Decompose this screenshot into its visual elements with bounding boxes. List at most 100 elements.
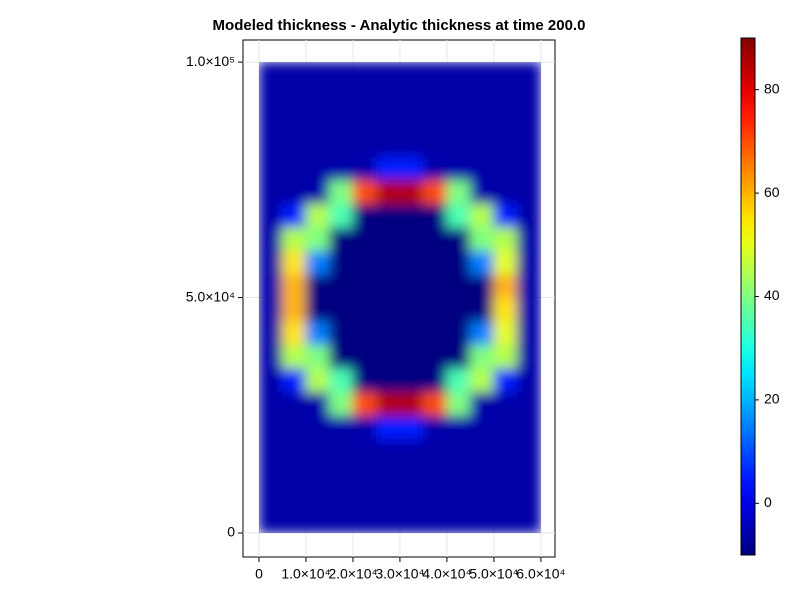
cell (446, 179, 471, 204)
cell (281, 485, 307, 510)
cell (469, 508, 495, 533)
cell (352, 320, 377, 346)
cell (328, 226, 354, 251)
cell (328, 62, 354, 87)
cell (493, 273, 518, 299)
cell (305, 438, 330, 463)
cell (446, 391, 471, 416)
colorbar (740, 37, 756, 556)
cell (399, 297, 424, 322)
cell (493, 62, 518, 87)
cell (446, 414, 471, 440)
cell (375, 132, 401, 157)
cell (258, 62, 283, 87)
cell (469, 226, 495, 251)
cell (516, 320, 541, 346)
x-tick-label: 4.0×10⁴ (422, 566, 471, 582)
cell (352, 367, 377, 393)
cell (422, 508, 448, 533)
cell (446, 461, 471, 487)
cell (258, 297, 283, 322)
cell (516, 344, 541, 369)
cell (375, 297, 401, 322)
cell (305, 132, 330, 157)
cell (328, 320, 354, 346)
cell (493, 132, 518, 157)
cell (281, 249, 307, 275)
cell (446, 249, 471, 275)
cell (305, 344, 330, 369)
cell (305, 367, 330, 393)
cell (352, 391, 377, 416)
cell (422, 108, 448, 134)
cell (516, 367, 541, 393)
cell (469, 179, 495, 204)
cell (352, 108, 377, 134)
cell (469, 155, 495, 181)
cell (516, 485, 541, 510)
cell (328, 367, 354, 393)
cell (305, 249, 330, 275)
cell (258, 391, 283, 416)
cell (281, 438, 307, 463)
cell (516, 438, 541, 463)
cell (305, 226, 330, 251)
cell (258, 414, 283, 440)
cell (493, 508, 518, 533)
cell (446, 367, 471, 393)
cell (328, 297, 354, 322)
cell (516, 108, 541, 134)
cell (328, 391, 354, 416)
cell (446, 297, 471, 322)
cell (281, 414, 307, 440)
cell (399, 438, 424, 463)
cell (399, 485, 424, 510)
cell (375, 155, 401, 181)
cell (258, 438, 283, 463)
cell (399, 62, 424, 87)
cell (422, 485, 448, 510)
cell (399, 273, 424, 299)
y-tick-label: 0 (227, 524, 235, 540)
cell (422, 438, 448, 463)
cell (469, 297, 495, 322)
cell (328, 202, 354, 228)
cell (446, 132, 471, 157)
cell (516, 62, 541, 87)
cell (258, 249, 283, 275)
cell (352, 226, 377, 251)
cell (422, 320, 448, 346)
cell (493, 85, 518, 110)
cell (399, 108, 424, 134)
cell (516, 155, 541, 181)
cell (305, 508, 330, 533)
cell (399, 202, 424, 228)
cell (516, 85, 541, 110)
cell (446, 62, 471, 87)
cell (328, 179, 354, 204)
cell (469, 62, 495, 87)
colorbar-tick-label: 60 (764, 184, 780, 200)
cell (328, 132, 354, 157)
cell (446, 273, 471, 299)
cell (258, 367, 283, 393)
cell (305, 273, 330, 299)
cell (328, 414, 354, 440)
colorbar-tick-label: 0 (764, 494, 772, 510)
cell (375, 485, 401, 510)
cell (258, 461, 283, 487)
cell (446, 344, 471, 369)
cell (422, 367, 448, 393)
cell (352, 344, 377, 369)
cell (469, 485, 495, 510)
cell (446, 202, 471, 228)
cell (422, 155, 448, 181)
cell (493, 485, 518, 510)
y-tick-label: 5.0×10⁴ (186, 288, 235, 304)
cell (375, 202, 401, 228)
cell (328, 344, 354, 369)
cell (516, 297, 541, 322)
cell (516, 461, 541, 487)
cell (352, 461, 377, 487)
